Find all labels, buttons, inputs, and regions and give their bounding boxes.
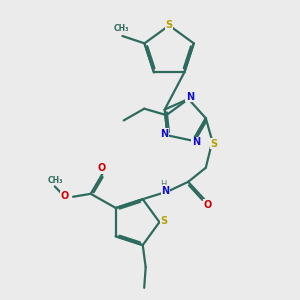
Text: N: N — [160, 129, 169, 139]
Text: CH₃: CH₃ — [48, 176, 63, 185]
Text: S: S — [210, 139, 217, 148]
Text: O: O — [203, 200, 212, 209]
Text: H: H — [160, 180, 166, 189]
Text: N: N — [192, 137, 200, 147]
Text: N: N — [186, 92, 194, 102]
Text: S: S — [166, 20, 173, 30]
Text: O: O — [60, 191, 69, 201]
Text: CH₃: CH₃ — [113, 24, 129, 33]
Text: N: N — [161, 186, 169, 196]
Text: S: S — [160, 216, 167, 226]
Text: O: O — [98, 164, 106, 173]
